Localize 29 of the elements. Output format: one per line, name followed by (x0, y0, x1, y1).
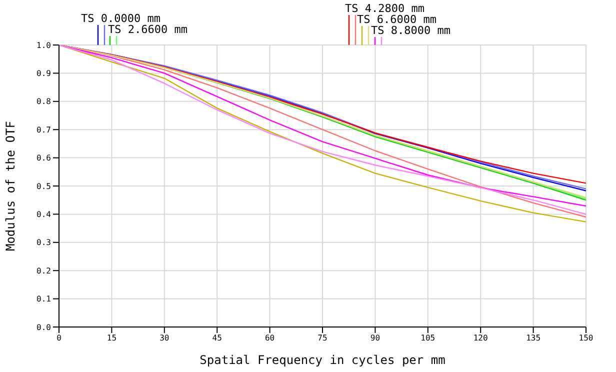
y-tick-label: 0.8 (36, 97, 52, 106)
x-tick-label: 15 (106, 334, 117, 343)
x-tick-label: 75 (318, 334, 328, 343)
y-tick-label: 0.4 (36, 210, 52, 220)
x-tick-label: 30 (160, 334, 170, 343)
y-tick-label: 1.0 (36, 40, 52, 50)
x-tick-label: 90 (370, 334, 380, 343)
y-tick-label: 0.6 (36, 154, 52, 163)
x-tick-label: 0 (56, 334, 62, 343)
x-tick-label: 105 (420, 334, 436, 343)
y-axis-title: Modulus of the OTF (3, 120, 18, 252)
y-tick-label: 0.0 (36, 322, 52, 332)
text: TS 6.6000 mm (357, 13, 437, 26)
text: TS 0.0000 mm (81, 12, 161, 25)
x-axis-title: Spatial Frequency in cycles per mm (200, 353, 446, 367)
x-tick-label: 45 (212, 334, 222, 343)
x-tick-label: 135 (526, 334, 541, 343)
y-tick-label: 0.2 (36, 266, 52, 276)
x-tick-label: 150 (578, 334, 594, 343)
y-tick-label: 0.3 (36, 238, 52, 248)
x-tick-label: 120 (473, 334, 488, 343)
text: TS 8.8000 mm (371, 24, 451, 37)
y-tick-label: 0.9 (36, 69, 52, 78)
y-tick-label: 0.7 (36, 125, 52, 134)
text: TS 4.2800 mm (345, 2, 425, 15)
series-label: TS 2.6600 mm (108, 23, 188, 36)
x-tick-label: 60 (264, 334, 275, 343)
y-tick-label: 0.5 (36, 182, 52, 191)
y-tick-label: 0.1 (36, 294, 52, 304)
